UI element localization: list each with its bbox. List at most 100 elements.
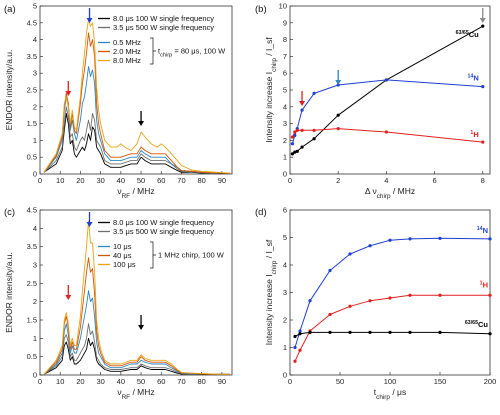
x-tick-label: 150 <box>434 377 447 386</box>
series-line-2 <box>43 323 230 375</box>
panel-label-d: (d) <box>255 207 267 218</box>
legend-entry: 3.5 μs 500 W single frequency <box>113 23 214 32</box>
x-axis-label: Δ νchirp / MHz <box>365 186 415 200</box>
x-tick-label: 60 <box>157 176 165 185</box>
series-line-3 <box>43 290 230 375</box>
data-point <box>308 299 312 303</box>
data-point <box>336 113 340 117</box>
legend-entry: 100 μs <box>113 260 136 269</box>
y-tick-label: 0.5 <box>27 352 37 361</box>
y-tick-label: 1.5 <box>27 316 37 325</box>
y-tick-label: 9 <box>283 18 287 27</box>
y-tick-label: 6 <box>283 69 287 78</box>
x-tick-label: 0 <box>38 176 42 185</box>
legend-entry: 8.0 μs 100 W single frequency <box>113 218 214 227</box>
series-line-3 <box>43 66 231 174</box>
y-tick-label: 5 <box>283 233 287 242</box>
data-point <box>290 135 295 139</box>
y-tick-label: 4 <box>33 224 37 233</box>
data-point <box>348 330 352 334</box>
data-point <box>293 130 297 134</box>
y-tick-label: 0 <box>283 371 287 380</box>
x-tick-label: 50 <box>336 377 344 386</box>
legend-entry: 8.0 μs 100 W single frequency <box>113 14 214 23</box>
x-tick-label: 40 <box>117 377 125 386</box>
x-tick-label: 10 <box>56 176 64 185</box>
data-point <box>388 238 392 242</box>
legend-chirp-note: 1 MHz chirp, 100 W <box>158 251 225 260</box>
series-label-h: 1H <box>470 130 478 139</box>
y-tick-label: 4 <box>33 35 37 44</box>
series-label-cu: 63/65Cu <box>465 320 489 329</box>
data-point <box>290 142 295 146</box>
data-point <box>438 293 442 297</box>
arrow-head <box>138 325 145 330</box>
series-line-4 <box>43 32 231 174</box>
x-tick-label: 30 <box>96 176 104 185</box>
y-axis-label: ENDOR intensity/a.u. <box>4 50 14 131</box>
y-tick-label: 3 <box>283 288 287 297</box>
y-tick-label: 1 <box>33 136 37 145</box>
y-tick-label: 1.5 <box>27 119 37 128</box>
x-tick-label: 8 <box>481 176 485 185</box>
data-point <box>388 330 392 334</box>
y-axis-label: Intensity increase Ichirp / I_sf <box>264 239 278 345</box>
x-tick-label: 0 <box>288 176 292 185</box>
y-tick-label: 3 <box>33 261 37 270</box>
arrow-head <box>86 222 93 227</box>
data-point <box>298 348 302 352</box>
x-tick-label: 90 <box>218 377 226 386</box>
data-point <box>348 304 352 308</box>
y-tick-label: 0.5 <box>27 153 37 162</box>
x-tick-label: 80 <box>198 176 206 185</box>
data-point <box>328 268 332 273</box>
x-tick-label: 90 <box>218 176 226 185</box>
series-line-3 <box>294 331 491 337</box>
data-point <box>384 78 388 82</box>
data-point <box>293 150 297 154</box>
chart-panel-4: 0 50 100 150 200 0 1 2 3 4 5 6 tchirp / μs Intensity … <box>264 206 496 401</box>
arrow-head <box>479 18 486 23</box>
x-tick-label: 50 <box>137 377 145 386</box>
arrow-head <box>335 80 342 85</box>
data-point <box>384 130 388 134</box>
plot-frame <box>39 209 233 376</box>
x-tick-label: 50 <box>137 176 145 185</box>
data-point <box>300 108 304 112</box>
legend-brace <box>150 241 156 269</box>
y-tick-label: 8 <box>283 35 287 44</box>
legend-entry: 3.5 μs 500 W single frequency <box>113 227 214 236</box>
y-tick-label: 5 <box>283 86 287 95</box>
data-point <box>293 334 297 339</box>
data-point <box>293 359 297 363</box>
y-tick-label: 3.5 <box>27 52 37 61</box>
legend-entry: 2.0 MHz <box>113 47 141 56</box>
data-point <box>368 330 372 334</box>
panel-label-b: (b) <box>255 4 267 15</box>
y-tick-label: 2.5 <box>27 86 37 95</box>
data-point <box>312 128 316 132</box>
series-label-h: 1H <box>480 280 488 289</box>
data-point <box>438 236 442 240</box>
data-point <box>408 330 412 334</box>
y-tick-label: 2.5 <box>27 279 37 288</box>
x-tick-label: 10 <box>56 377 64 386</box>
y-tick-label: 3.5 <box>27 242 37 251</box>
y-tick-label: 2 <box>283 136 287 145</box>
series-line-1 <box>294 237 491 348</box>
x-tick-label: 6 <box>432 176 436 185</box>
y-tick-label: 6 <box>283 206 287 215</box>
data-point <box>295 128 299 132</box>
series-line-2 <box>43 106 231 174</box>
plot-frame <box>289 209 491 376</box>
y-tick-label: 10 <box>279 2 287 11</box>
series-label-n: 14N <box>468 74 479 83</box>
data-point <box>438 330 442 334</box>
data-point <box>328 312 332 317</box>
series-line-4 <box>43 257 230 375</box>
data-point <box>298 329 302 333</box>
y-tick-label: 1 <box>33 334 37 343</box>
series-line-5 <box>43 18 231 174</box>
data-point <box>368 299 372 303</box>
data-point <box>300 128 304 132</box>
